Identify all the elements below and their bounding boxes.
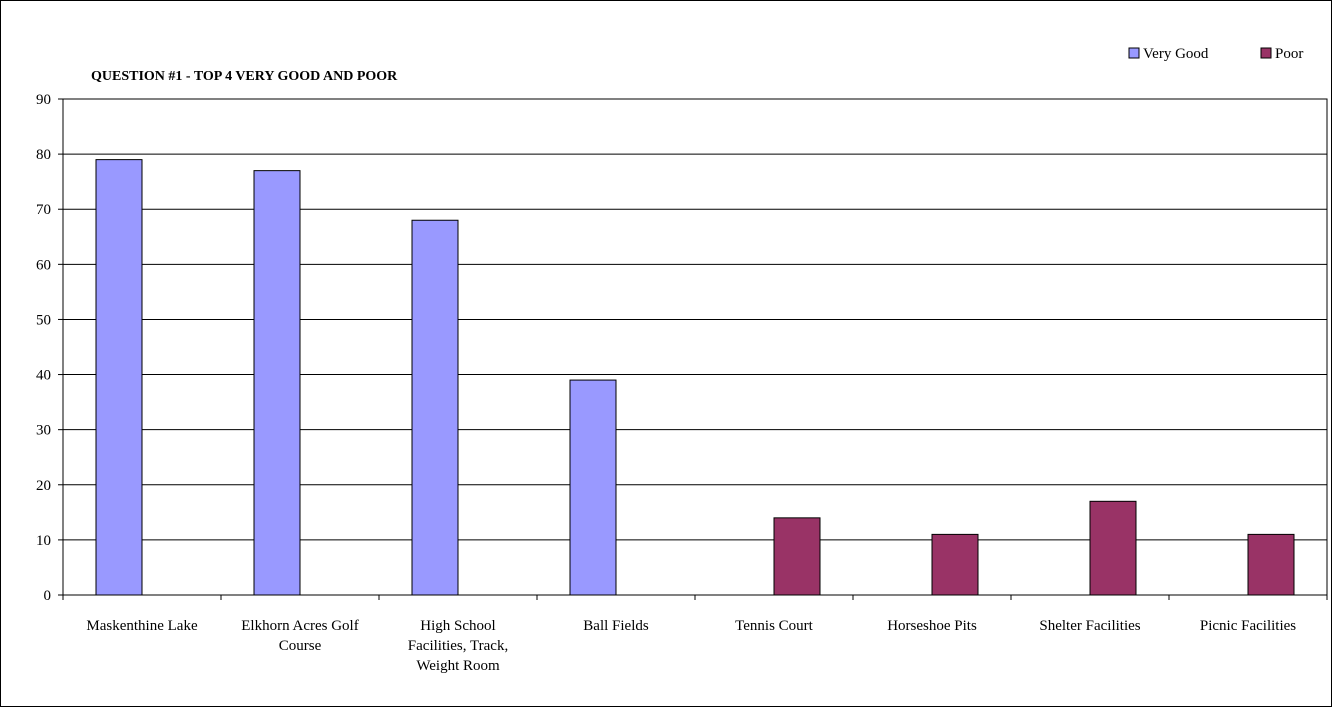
y-tick-label: 70 <box>36 202 51 218</box>
y-tick-label: 20 <box>36 478 51 494</box>
x-tick-label: Ball Fields <box>583 618 649 634</box>
legend-swatch <box>1260 47 1272 59</box>
y-tick-label: 90 <box>36 92 51 108</box>
bar <box>1089 500 1137 596</box>
bar <box>1247 533 1295 596</box>
plot-area: 0 10 20 30 40 50 60 70 80 90 Maskenthine Lake Elkho… <box>36 92 1328 674</box>
bar <box>253 170 301 596</box>
x-tick-label: Maskenthine Lake <box>86 618 198 634</box>
legend-label: Very Good <box>1143 46 1209 62</box>
bar <box>931 533 979 596</box>
bar <box>569 379 617 596</box>
x-tick-label: Shelter Facilities <box>1039 618 1140 634</box>
x-tick-label: Picnic Facilities <box>1200 618 1296 634</box>
legend-swatch <box>1128 47 1140 59</box>
x-tick-label: Tennis Court <box>735 618 814 634</box>
legend: Very Good Poor <box>1128 46 1303 62</box>
chart-title: QUESTION #1 - TOP 4 VERY GOOD AND POOR <box>91 69 398 84</box>
x-tick-label: Elkhorn Acres Golf Course <box>241 618 358 654</box>
x-tick-label: Horseshoe Pits <box>887 618 977 634</box>
y-tick-label: 60 <box>36 257 51 273</box>
y-tick-label: 40 <box>36 368 51 384</box>
y-tick-label: 80 <box>36 147 51 163</box>
bar <box>411 219 459 596</box>
plot-border <box>62 98 1328 596</box>
y-tick-label: 10 <box>36 533 51 549</box>
bar <box>95 159 143 596</box>
y-tick-label: 30 <box>36 423 51 439</box>
bar <box>773 517 821 596</box>
legend-label: Poor <box>1275 46 1303 62</box>
y-tick-label: 50 <box>36 312 51 328</box>
x-tick-label: High School Facilities, Track, Weight Room <box>408 618 508 674</box>
y-tick-label: 0 <box>44 588 52 604</box>
